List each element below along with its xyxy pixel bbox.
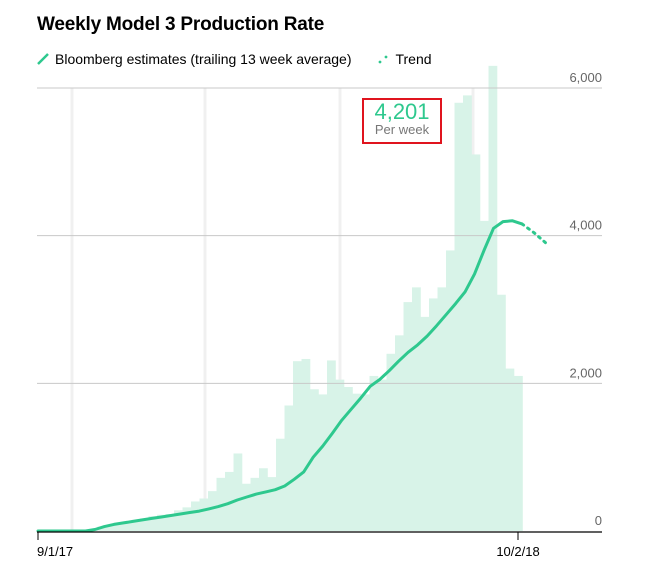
weekly-bar (199, 498, 209, 531)
weekly-bar (327, 360, 336, 531)
weekly-bar (454, 102, 464, 532)
weekly-bar (284, 405, 294, 531)
weekly-bar (148, 516, 158, 531)
weekly-bar (174, 510, 183, 531)
x-tick-label-start: 9/1/17 (37, 544, 73, 559)
callout-label: Per week (374, 122, 430, 137)
y-axis-labels: 6,000 4,000 2,000 0 (569, 70, 602, 528)
trend-line (520, 222, 548, 245)
legend: Bloomberg estimates (trailing 13 week av… (37, 51, 458, 67)
weekly-bar (250, 477, 260, 531)
y-tick-label: 0 (595, 513, 602, 528)
weekly-bar (233, 453, 243, 531)
trailing-average-line (36, 219, 524, 533)
weekly-bar (267, 477, 277, 531)
callout-box: 4,201 Per week (362, 98, 442, 144)
weekly-bar (242, 483, 251, 531)
weekly-bar (259, 468, 268, 531)
weekly-bar (480, 220, 489, 531)
weekly-bar (403, 302, 413, 531)
weekly-bar (505, 368, 515, 531)
solid-line-icon (37, 53, 49, 65)
weekly-bar (165, 514, 175, 531)
x-tick-label-end: 10/2/18 (496, 544, 539, 559)
weekly-bar (131, 519, 141, 531)
weekly-bar (310, 389, 319, 531)
chart-title: Weekly Model 3 Production Rate (37, 14, 325, 35)
weekly-bar (437, 287, 447, 531)
weekly-bar (301, 358, 311, 531)
weekly-bar (106, 525, 115, 531)
y-tick-label: 4,000 (569, 218, 602, 233)
weekly-bar (157, 514, 166, 531)
legend-label-trend: Trend (395, 51, 432, 67)
weekly-bar (420, 316, 430, 531)
weekly-bar (369, 375, 379, 531)
weekly-bar (140, 518, 149, 531)
legend-item-trend: Trend (377, 51, 432, 67)
weekly-bar (429, 298, 438, 531)
legend-item-estimates: Bloomberg estimates (trailing 13 week av… (37, 51, 351, 67)
weekly-bar (191, 501, 200, 531)
weekly-bar (293, 361, 302, 531)
weekly-bar (514, 375, 523, 531)
weekly-bar (182, 507, 192, 531)
weekly-bar (471, 154, 481, 531)
weekly-bar (361, 394, 370, 531)
y-tick-label: 6,000 (569, 70, 602, 85)
weekly-bar (497, 294, 506, 531)
weekly-bar (386, 353, 396, 531)
bars-group (89, 65, 523, 532)
y-tick-label: 2,000 (569, 365, 602, 380)
weekly-bar (344, 387, 353, 531)
callout-value: 4,201 (374, 99, 430, 124)
weekly-bar (225, 471, 234, 531)
weekly-bar (123, 521, 132, 531)
weekly-bar (395, 335, 404, 531)
weekly-bar (488, 65, 498, 531)
weekly-bar (352, 393, 362, 531)
weekly-bar (114, 522, 124, 531)
weekly-bar (276, 438, 285, 531)
horizontal-gridlines (37, 87, 602, 384)
weekly-bar (318, 394, 328, 531)
weekly-bar (335, 379, 345, 531)
weekly-bar (208, 491, 217, 531)
weekly-bar (446, 250, 455, 531)
weekly-bar (463, 95, 472, 531)
dotted-line-icon (379, 55, 388, 64)
weekly-bar (412, 287, 421, 531)
legend-label-estimates: Bloomberg estimates (trailing 13 week av… (55, 51, 352, 67)
weekly-bar (378, 379, 387, 531)
